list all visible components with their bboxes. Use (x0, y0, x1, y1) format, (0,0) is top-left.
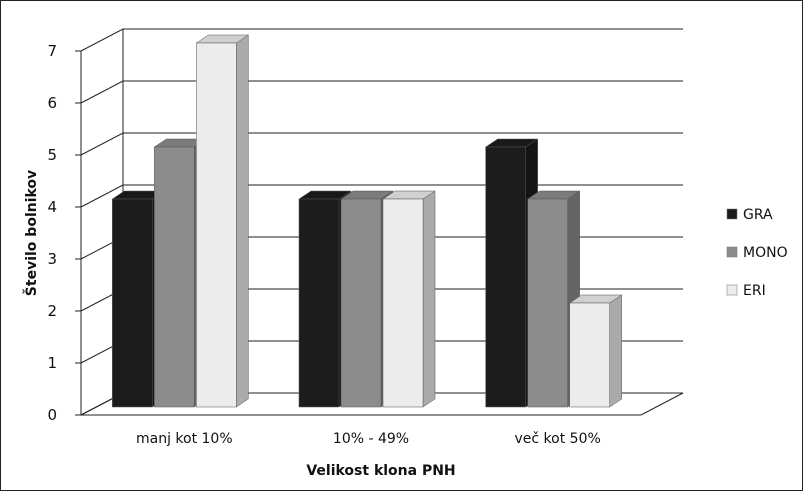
legend-item-mono: MONO (726, 245, 788, 261)
x-category-label: 10% - 49% (333, 431, 409, 447)
y-tick-label: 7 (47, 42, 57, 60)
bar-front (569, 302, 610, 408)
legend-swatch (726, 284, 738, 296)
bar-front (196, 42, 237, 408)
legend-label: GRA (743, 207, 773, 223)
bar-eri-1 (382, 190, 436, 408)
x-axis-label: Velikost klona PNH (306, 463, 455, 479)
y-tick-label: 6 (47, 94, 57, 112)
x-category-label: manj kot 10% (136, 431, 233, 447)
y-tick-label: 3 (47, 250, 57, 268)
bar-eri-2 (568, 294, 623, 408)
gridline (80, 80, 683, 104)
bar-side (422, 190, 436, 408)
bar-front (154, 146, 195, 408)
bar-front (298, 198, 340, 408)
bar-front (382, 198, 424, 408)
gridline (80, 132, 683, 156)
bar-eri-0 (195, 34, 250, 408)
gridline (80, 28, 683, 52)
y-tick-label: 1 (47, 354, 57, 372)
bar-front (340, 198, 382, 408)
y-tick-label: 0 (47, 406, 57, 424)
bar-mono-2 (526, 190, 581, 408)
bar-front (112, 198, 153, 408)
y-tick-label: 4 (47, 198, 57, 216)
legend-item-eri: ERI (726, 283, 766, 299)
y-axis-label: Število bolnikov (22, 170, 40, 296)
legend: GRA MONO ERI (726, 207, 788, 299)
bar-side (236, 34, 249, 408)
bars (111, 34, 623, 408)
x-axis-categories: manj kot 10% 10% - 49% več kot 50% (136, 431, 601, 447)
x-category-label: več kot 50% (515, 431, 601, 447)
legend-label: ERI (743, 283, 766, 299)
legend-label: MONO (743, 245, 788, 261)
bar-front (527, 198, 568, 408)
y-tick-label: 2 (47, 302, 57, 320)
legend-swatch (726, 246, 738, 258)
legend-swatch (726, 208, 738, 220)
legend-item-gra: GRA (726, 207, 773, 223)
y-axis-ticks: 0 1 2 3 4 5 6 7 (47, 42, 81, 424)
bar-side (609, 294, 622, 408)
y-tick-label: 5 (47, 146, 57, 164)
bar-front (485, 146, 526, 408)
